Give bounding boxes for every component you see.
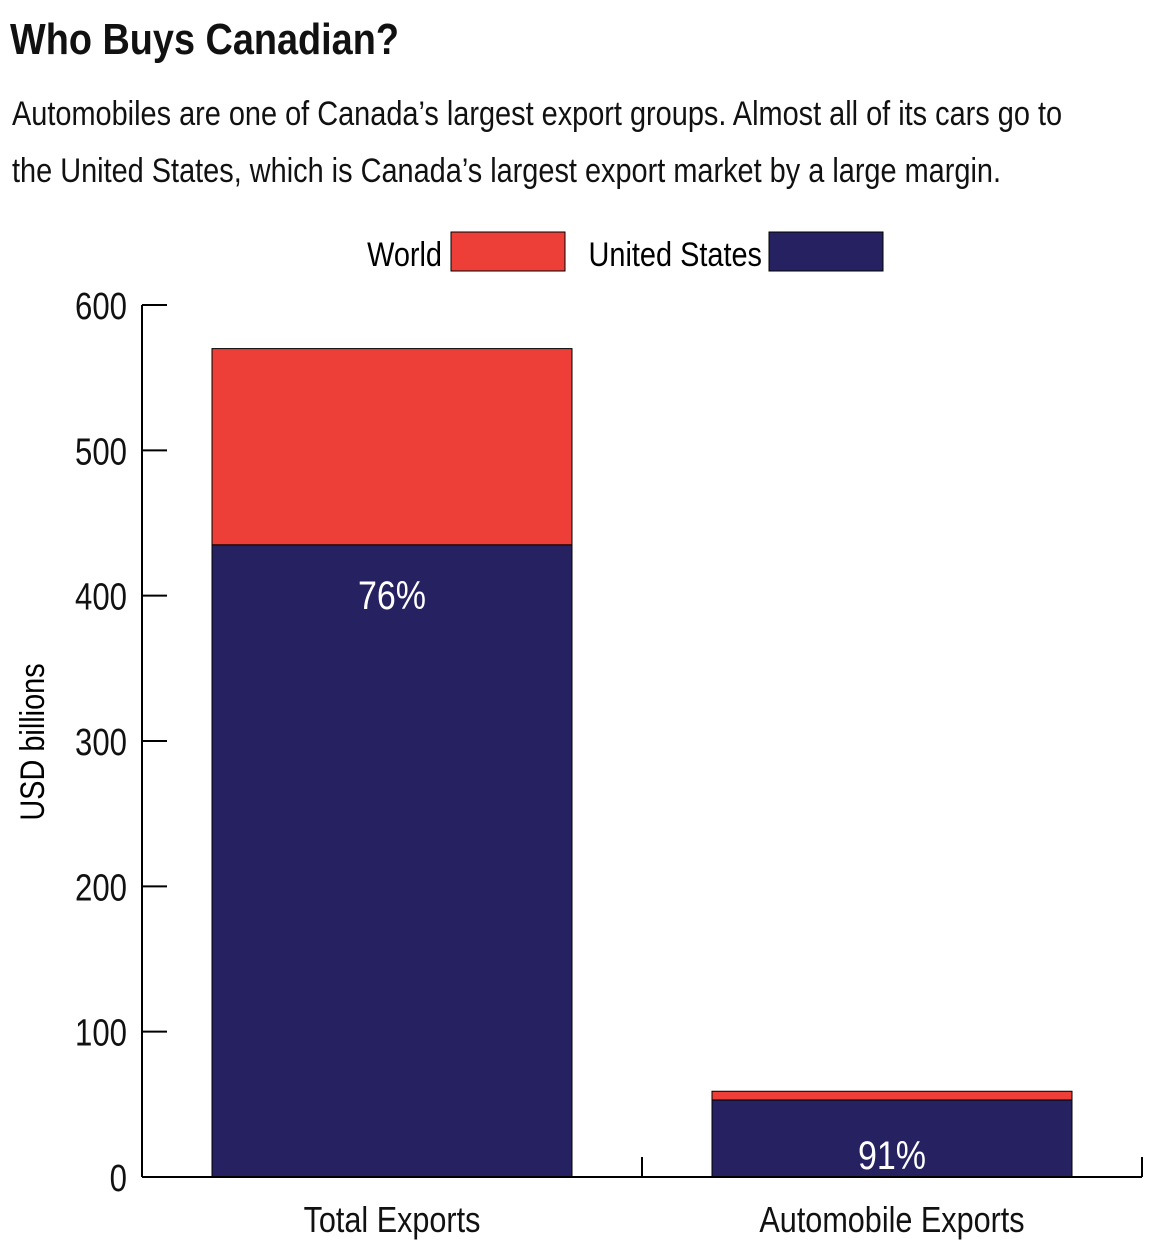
x-tick-label-automobile-exports: Automobile Exports	[759, 1201, 1024, 1241]
y-tick-label-400: 400	[75, 577, 127, 619]
y-tick-label-0: 0	[110, 1158, 127, 1200]
legend: World United States	[367, 231, 884, 274]
y-tick-label-100: 100	[75, 1013, 127, 1055]
bar-automobile-exports-world	[711, 1090, 1073, 1101]
bar-label-total-exports: 76%	[358, 572, 426, 617]
y-tick-label-200: 200	[75, 868, 127, 910]
axes: Total Exports Automobile Exports 0 100 200 30…	[75, 286, 1143, 1241]
legend-swatch-united-states	[768, 231, 884, 272]
chart-title: Who Buys Canadian?	[10, 15, 399, 64]
bar-label-automobile-exports: 91%	[858, 1132, 926, 1177]
y-tick-label-300: 300	[75, 722, 127, 764]
bar-total-exports-world	[211, 348, 573, 546]
bar-total-exports-united-states	[211, 544, 573, 1178]
legend-swatch-world	[450, 231, 566, 272]
x-tick-label-total-exports: Total Exports	[304, 1201, 481, 1241]
legend-label-world: World	[367, 235, 442, 274]
chart-subtitle: Automobiles are one of Canada’s largest …	[12, 95, 1063, 190]
legend-label-united-states: United States	[589, 235, 762, 274]
bars: 76% 91%	[211, 348, 1073, 1178]
y-tick-label-600: 600	[75, 286, 127, 328]
bar-automobile-exports-united-states	[711, 1099, 1073, 1178]
y-axis-title: USD billions	[13, 663, 52, 820]
y-tick-label-500: 500	[75, 432, 127, 474]
